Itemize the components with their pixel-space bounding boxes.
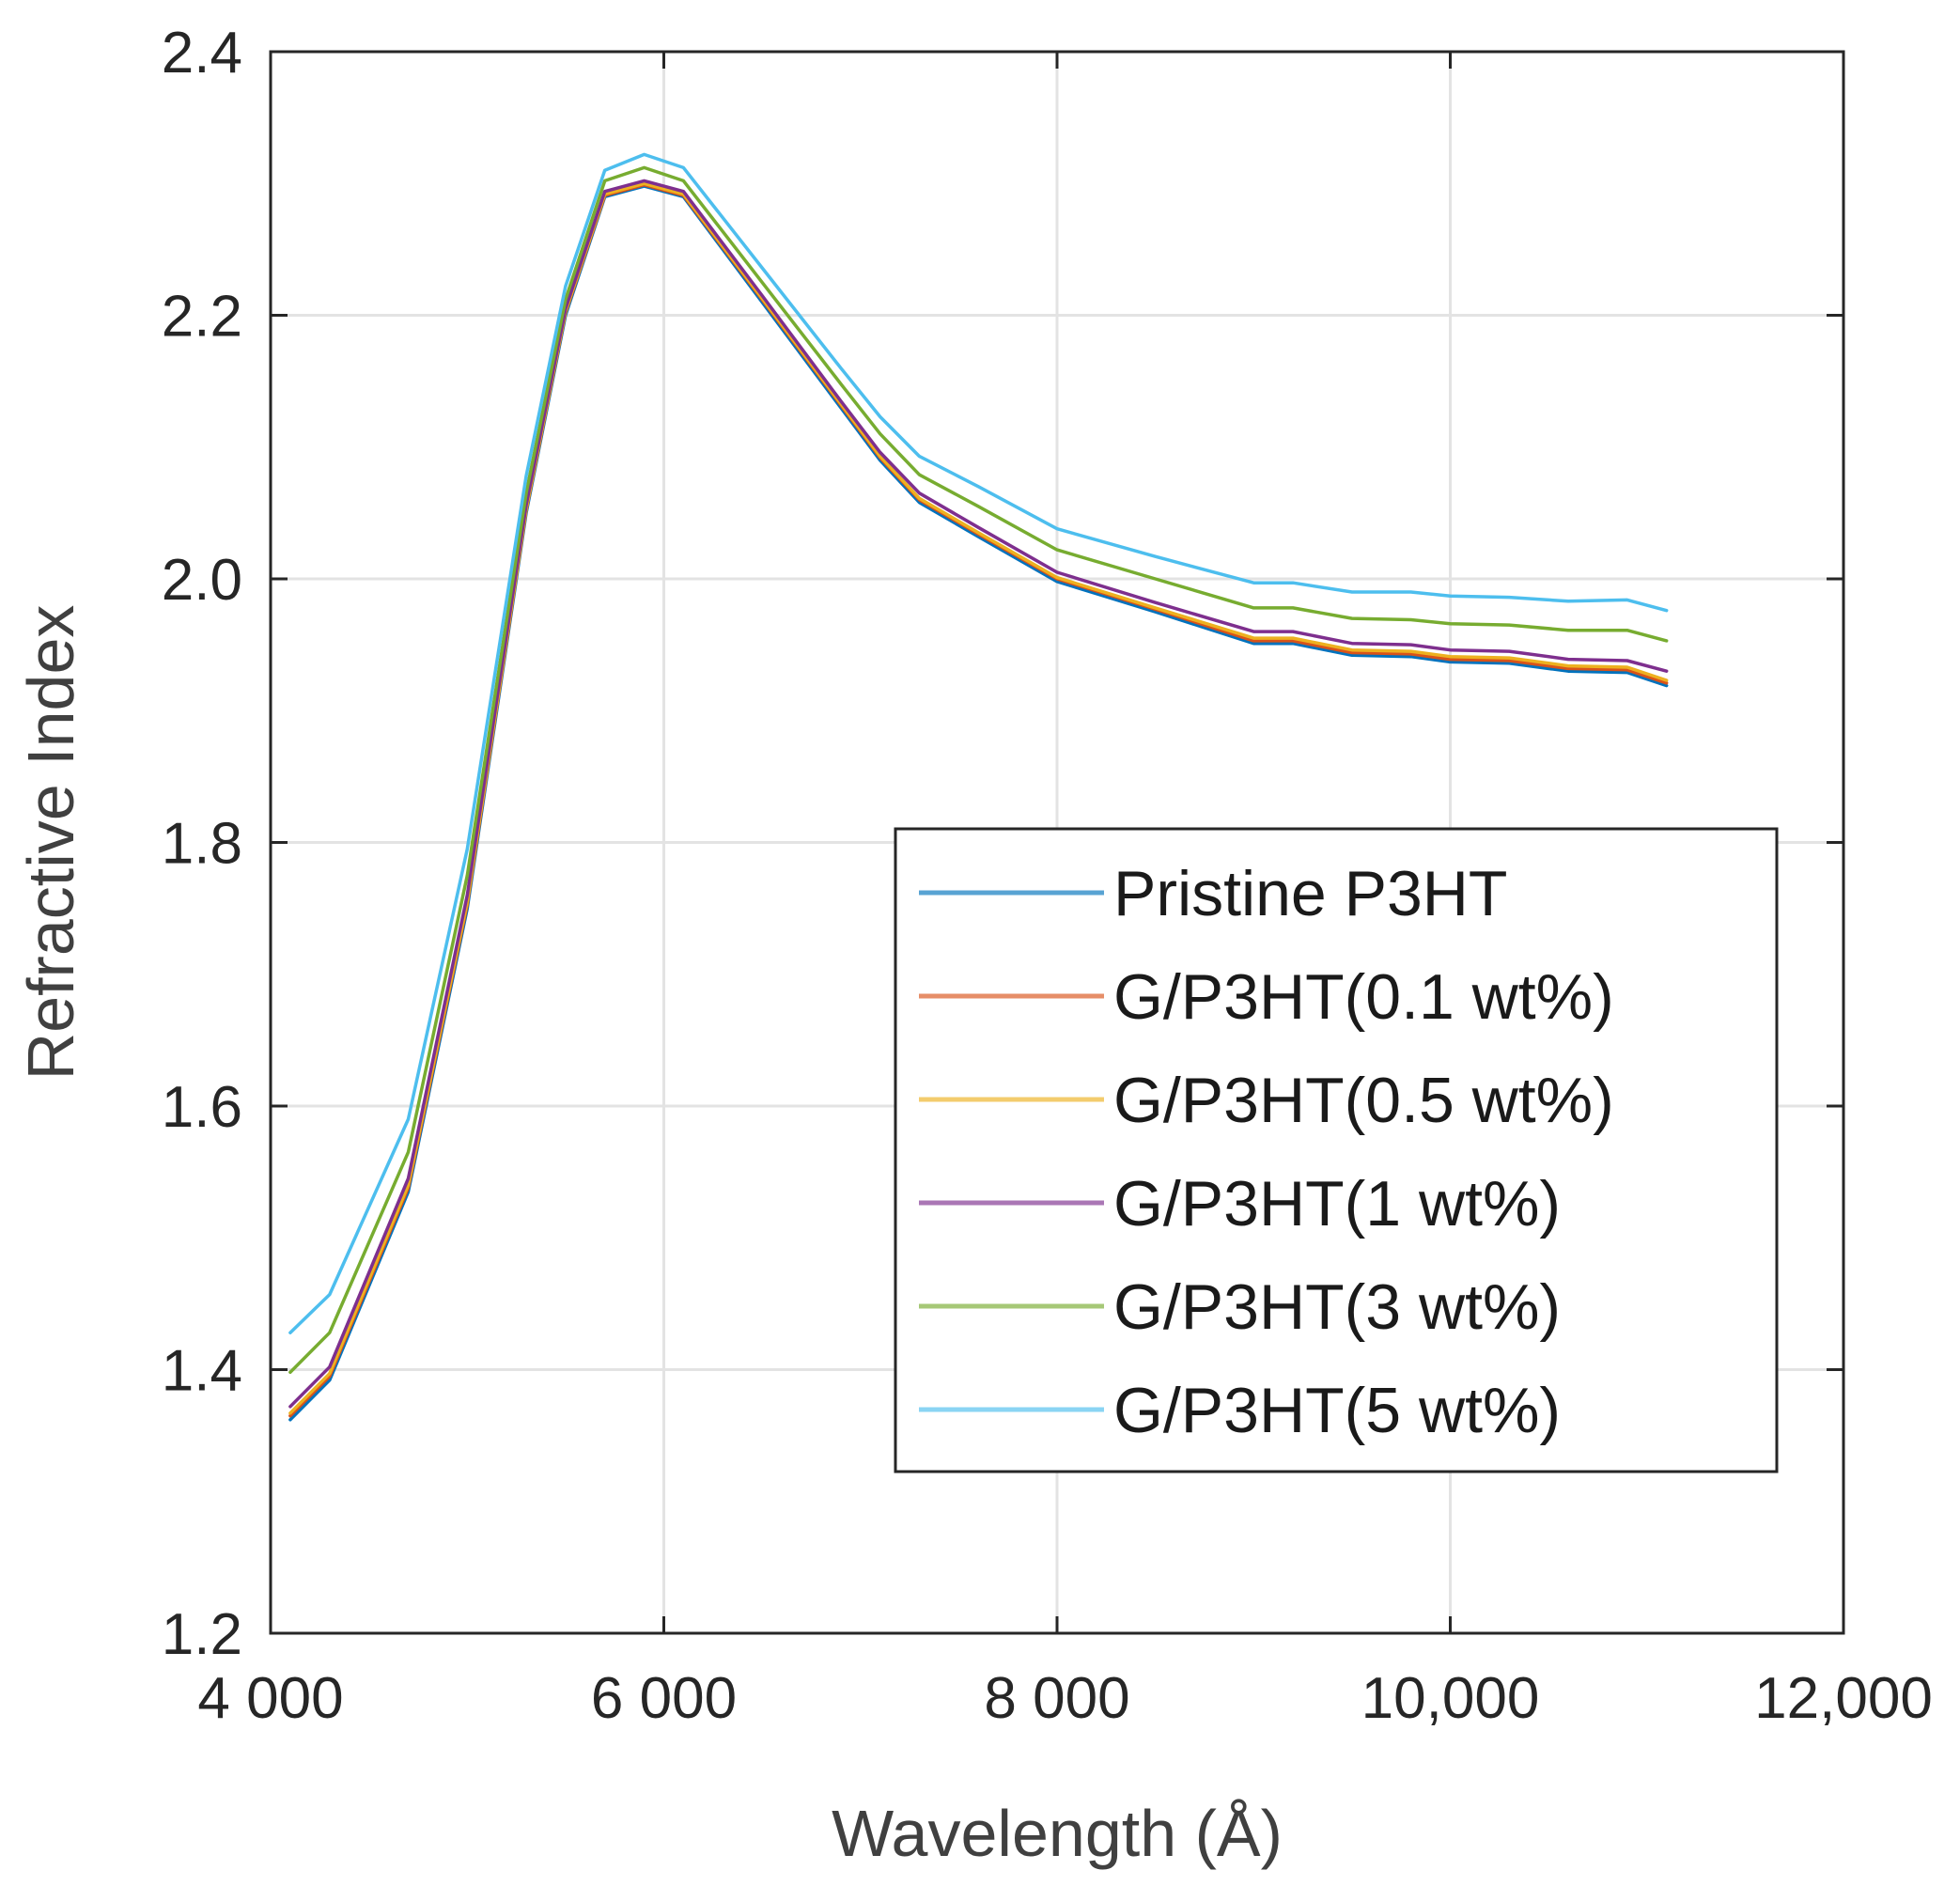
series-line-3 <box>288 179 1669 1409</box>
x-tick-label: 12,000 <box>1754 1666 1933 1731</box>
legend-label-1: G/P3HT(0.1 wt%) <box>1113 961 1614 1033</box>
y-tick-label: 1.6 <box>162 1075 242 1140</box>
y-tick-label: 2.4 <box>162 21 242 86</box>
y-tick-label: 2.0 <box>162 548 242 613</box>
x-tick-label: 8 000 <box>984 1666 1129 1731</box>
series-line-5 <box>288 152 1669 1334</box>
x-axis-label: Wavelength (Å) <box>832 1797 1283 1870</box>
series-line-4 <box>288 165 1669 1375</box>
x-tick-label: 4 000 <box>197 1666 343 1731</box>
legend-label-4: G/P3HT(3 wt%) <box>1113 1271 1561 1343</box>
y-tick-label: 2.2 <box>162 285 242 350</box>
x-tick-label: 6 000 <box>591 1666 737 1731</box>
y-tick-label: 1.4 <box>162 1339 242 1404</box>
legend: Pristine P3HT G/P3HT(0.1 wt%) G/P3HT(0.5 w… <box>894 827 1779 1473</box>
tick-labels: 4 000 6 000 8 000 10,000 12,000 1.2 1.4 1.6 1.8 2… <box>162 21 1933 1731</box>
y-tick-label: 1.8 <box>162 812 242 877</box>
y-axis-label: Refractive Index <box>14 605 87 1081</box>
y-tick-label: 1.2 <box>162 1602 242 1667</box>
legend-label-0: Pristine P3HT <box>1113 858 1507 929</box>
series-group <box>288 152 1669 1422</box>
legend-label-3: G/P3HT(1 wt%) <box>1113 1168 1561 1239</box>
legend-label-2: G/P3HT(0.5 wt%) <box>1113 1065 1614 1136</box>
axis-ticks <box>269 50 1845 1635</box>
x-tick-label: 10,000 <box>1361 1666 1540 1731</box>
legend-label-5: G/P3HT(5 wt%) <box>1113 1375 1561 1446</box>
legend-box <box>894 827 1779 1473</box>
